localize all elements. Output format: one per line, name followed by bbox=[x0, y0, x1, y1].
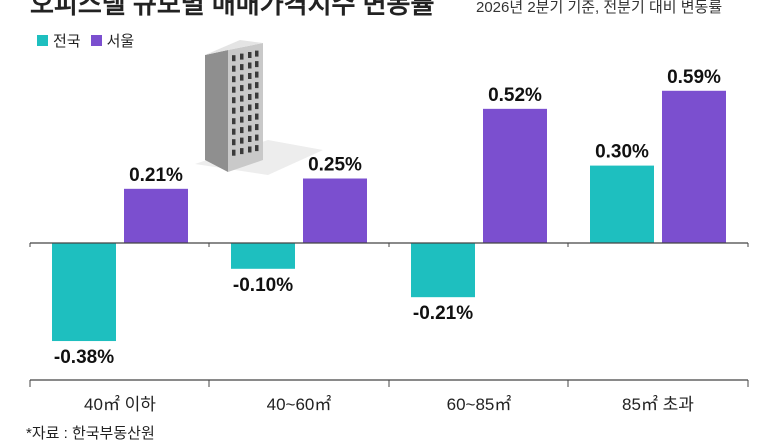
building-window bbox=[248, 94, 252, 100]
building-window bbox=[255, 103, 259, 110]
x-tick-label-4: 85㎡ 초과 bbox=[622, 395, 694, 414]
building-window bbox=[255, 124, 259, 131]
legend-swatch-nationwide bbox=[37, 35, 48, 46]
bar-seoul-3 bbox=[483, 108, 547, 243]
building-window bbox=[232, 86, 236, 93]
legend-item-nationwide: 전국 bbox=[37, 30, 81, 51]
bar-seoul-1 bbox=[124, 188, 188, 243]
building-window bbox=[248, 52, 252, 58]
building-window bbox=[255, 82, 259, 89]
building-window bbox=[255, 134, 259, 141]
source-note: *자료 : 한국부동산원 bbox=[26, 425, 155, 442]
building-window bbox=[232, 149, 236, 156]
value-label-nationwide-4: 0.30% bbox=[595, 142, 649, 163]
value-label-seoul-4: 0.59% bbox=[667, 67, 721, 88]
building-window bbox=[232, 65, 236, 72]
legend-swatch-seoul bbox=[90, 35, 102, 46]
chart-title: 오피스텔 규모별 매매가격지수 변동률 bbox=[30, 0, 435, 19]
building-window bbox=[240, 116, 244, 123]
value-label-nationwide-1: -0.38% bbox=[54, 347, 114, 368]
building-window bbox=[240, 106, 244, 113]
building-window bbox=[248, 83, 252, 90]
building-window bbox=[255, 61, 259, 68]
bar-seoul-2 bbox=[303, 178, 367, 243]
building-window bbox=[255, 50, 259, 57]
building-window bbox=[240, 74, 244, 81]
building-window bbox=[240, 85, 244, 92]
building-window bbox=[248, 104, 252, 111]
building-window bbox=[232, 107, 236, 114]
x-tick-label-3: 60~85㎡ bbox=[447, 395, 512, 414]
building-window bbox=[240, 148, 244, 155]
building-window bbox=[248, 115, 252, 121]
building-window bbox=[240, 95, 244, 102]
building-window bbox=[248, 62, 252, 69]
building-window bbox=[255, 145, 259, 152]
building-window bbox=[232, 128, 236, 135]
bar-nationwide-1 bbox=[52, 243, 116, 342]
building-window bbox=[240, 53, 244, 60]
building-window bbox=[232, 97, 236, 104]
chart-subtitle: 2026년 2분기 기준, 전분기 대비 변동률 bbox=[476, 0, 723, 16]
bar-nationwide-3 bbox=[411, 243, 475, 298]
building-window bbox=[240, 64, 244, 71]
legend-item-seoul: 서울 bbox=[90, 30, 135, 51]
building-window bbox=[248, 125, 252, 132]
value-label-nationwide-2: -0.10% bbox=[233, 275, 293, 296]
bar-nationwide-2 bbox=[231, 243, 295, 269]
value-label-seoul-2: 0.25% bbox=[308, 155, 362, 176]
building-window bbox=[232, 118, 236, 125]
legend-label-nationwide: 전국 bbox=[53, 33, 81, 50]
office-building-icon bbox=[195, 40, 323, 175]
x-tick-label-1: 40㎡ 이하 bbox=[84, 395, 156, 414]
building-window bbox=[240, 137, 244, 144]
bar-nationwide-4 bbox=[590, 165, 654, 243]
building-window bbox=[232, 76, 236, 83]
x-tick-label-2: 40~60㎡ bbox=[267, 395, 332, 414]
value-label-nationwide-3: -0.21% bbox=[413, 303, 473, 324]
building-window bbox=[232, 55, 236, 62]
legend-label-seoul: 서울 bbox=[106, 33, 135, 50]
building-window bbox=[232, 139, 236, 146]
legend: 전국 서울 bbox=[37, 30, 144, 51]
value-label-seoul-3: 0.52% bbox=[488, 85, 542, 106]
building-window bbox=[255, 71, 259, 78]
building-window bbox=[240, 127, 244, 134]
value-label-seoul-1: 0.21% bbox=[129, 165, 183, 186]
building-window bbox=[248, 136, 252, 142]
bar-seoul-4 bbox=[662, 90, 726, 243]
building-window bbox=[248, 146, 252, 153]
building-window bbox=[255, 113, 259, 120]
building-window bbox=[255, 92, 259, 99]
building-window bbox=[248, 73, 252, 79]
